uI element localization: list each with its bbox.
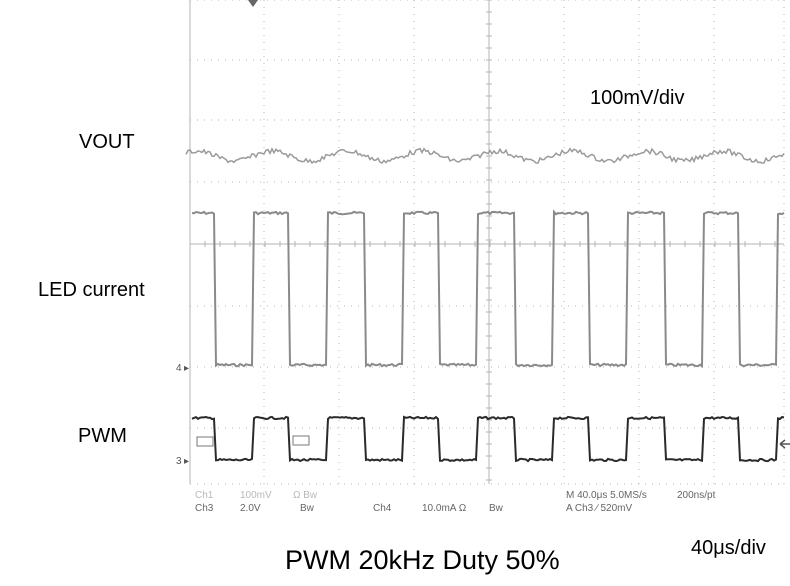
pwm-label: PWM <box>78 425 127 447</box>
cursor-box-2 <box>292 435 310 446</box>
waveform-caption: PWM 20kHz Duty 50% <box>285 545 560 575</box>
channel-3-arrow: ▸ <box>184 456 189 467</box>
readout-trigger: A Ch3 ∕ 520mV <box>566 503 632 514</box>
cursor-box-1 <box>196 436 214 447</box>
channel-4-arrow: ▸ <box>184 363 189 374</box>
readout-ch3-scale: 2.0V <box>240 503 261 514</box>
readout-ch3: Ch3 <box>195 503 214 514</box>
readout-ch4-scale: 10.0mA Ω <box>422 503 467 514</box>
vout-label: VOUT <box>79 131 135 153</box>
graticule-grid <box>189 0 785 485</box>
vertical-scale-label: 100mV/div <box>590 87 685 109</box>
trigger-position-marker <box>248 0 258 7</box>
channel-4-marker: 4 <box>176 363 182 374</box>
led-current-label: LED current <box>38 279 145 301</box>
readout-ch1: Ch1 <box>195 490 214 501</box>
readout-record-length: 200ns/pt <box>677 490 716 501</box>
time-scale-label: 40μs/div <box>691 537 766 559</box>
pwm-trace <box>191 415 785 463</box>
readout-timebase: M 40.0μs 5.0MS/s <box>566 490 647 501</box>
vout-trace <box>185 147 785 165</box>
readout-ch4: Ch4 <box>373 503 392 514</box>
scope-readout: Ch1 100mV Ω Bw M 40.0μs 5.0MS/s 200ns/pt… <box>195 490 716 514</box>
waveform-traces <box>185 147 785 463</box>
channel-3-marker: 3 <box>176 456 182 467</box>
readout-ch1-scale: 100mV <box>240 490 272 501</box>
readout-bandwidth-1: Bw <box>300 503 315 514</box>
readout-ch1-flags: Ω Bw <box>293 490 318 501</box>
led-current-trace <box>191 209 785 369</box>
trigger-level-marker <box>779 439 790 449</box>
readout-bandwidth-2: Bw <box>489 503 504 514</box>
